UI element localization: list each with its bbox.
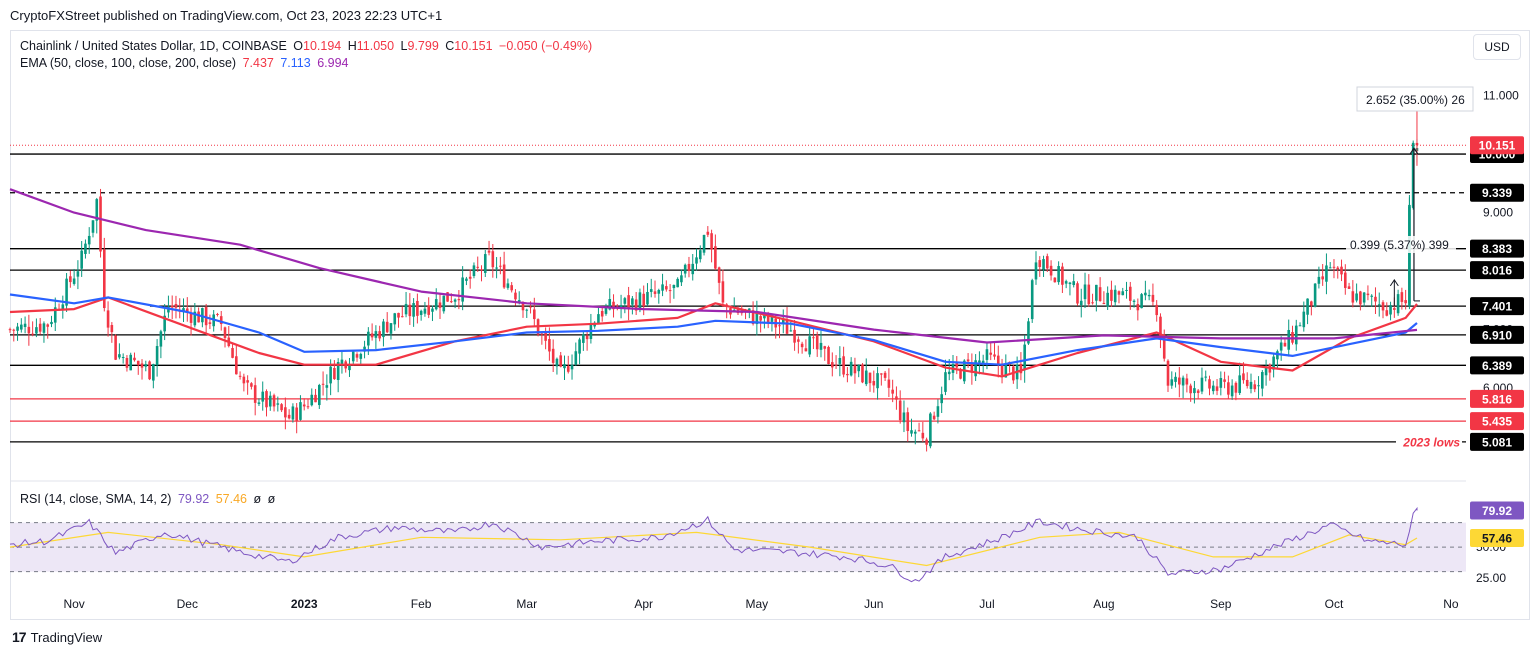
close-value: 10.151 [454,39,493,53]
change-value: −0.050 (−0.49%) [499,39,593,53]
footer: 17 TradingView [12,629,102,645]
high-label: H [347,39,357,53]
ema100-value: 7.113 [280,56,311,70]
rsi-extra-1: ø [253,492,262,506]
ema-legend: EMA (50, close, 100, close, 200, close) … [20,56,351,70]
high-value: 11.050 [356,39,395,53]
symbol-name[interactable]: Chainlink / United States Dollar, 1D, CO… [20,39,287,53]
tradingview-logo[interactable]: 17 [12,629,27,645]
ema-label[interactable]: EMA (50, close, 100, close, 200, close) [20,56,237,70]
rsi-legend: RSI (14, close, SMA, 14, 2) 79.92 57.46 … [20,492,278,506]
rsi-value: 79.92 [177,492,210,506]
publisher-line: CryptoFXStreet published on TradingView.… [10,8,443,23]
low-value: 9.799 [407,39,439,53]
currency-button[interactable]: USD [1473,34,1521,60]
close-label: C [445,39,455,53]
ema50-value: 7.437 [242,56,274,70]
rsi-extra-2: ø [267,492,276,506]
symbol-legend: Chainlink / United States Dollar, 1D, CO… [20,39,595,53]
rsi-sma-value: 57.46 [215,492,247,506]
open-label: O [293,39,303,53]
open-value: 10.194 [303,39,342,53]
tradingview-brand[interactable]: TradingView [30,629,103,645]
rsi-label[interactable]: RSI (14, close, SMA, 14, 2) [20,492,172,506]
chart-frame [10,30,1530,620]
ema200-value: 6.994 [317,56,349,70]
low-label: L [400,39,408,53]
